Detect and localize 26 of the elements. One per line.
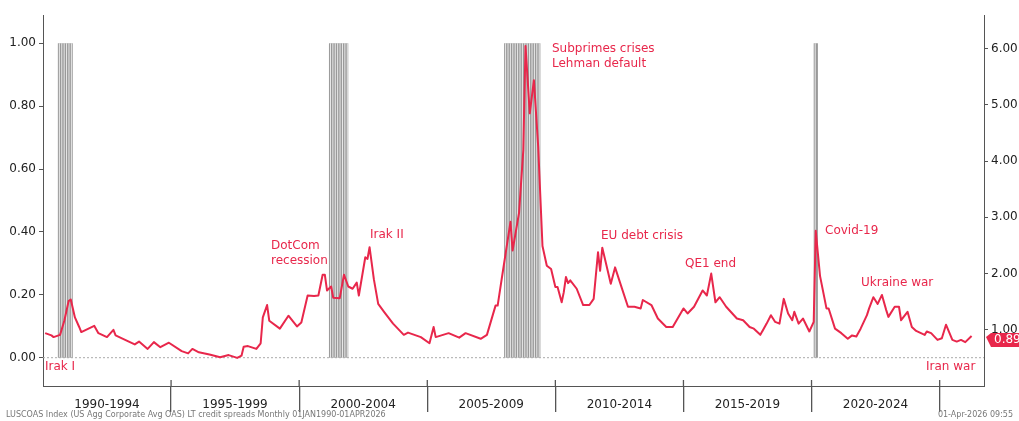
y2-tick-label: 2.00: [991, 265, 1018, 280]
annotation: DotCom recession: [271, 237, 328, 267]
x-tick-label: 2015-2019: [714, 397, 781, 412]
text: LUSCOAS Index (US Agg Corporate Avg OAS) LT credit spreads Monthly 01JAN1990-01APR2026: [6, 410, 386, 420]
annotation: EU debt crisis: [601, 228, 684, 243]
annotation: Subprimes crises Lehman default: [552, 40, 655, 70]
text: 01-Apr-2026 09:55: [937, 410, 1013, 420]
y2-tick-label: 4.00: [991, 153, 1018, 168]
x-tick-label: 2010-2014: [586, 397, 653, 412]
annotation: Irak II: [370, 227, 404, 242]
annotation: Covid-19: [825, 223, 879, 238]
y2-tick-label: 5.00: [991, 97, 1018, 112]
x-tick-label: 2005-2009: [458, 397, 524, 412]
y-tick-label: 0.60: [9, 161, 36, 176]
y-tick-label: 1.00: [9, 35, 36, 50]
annotation: QE1 end: [685, 256, 737, 271]
x-tick-label: 2020-2024: [842, 397, 909, 412]
annotation: Ukraine war: [861, 275, 934, 290]
y2-tick-label: 6.00: [991, 40, 1018, 55]
y2-tick-label: 3.00: [991, 209, 1018, 224]
y-tick-label: 0.40: [9, 224, 36, 239]
y-tick-label: 0.20: [9, 286, 36, 301]
y-tick-label: 0.80: [9, 98, 36, 113]
annotation: Iran war: [926, 359, 976, 374]
annotation: Irak I: [45, 359, 76, 374]
y-tick-label: 0.00: [9, 349, 36, 364]
